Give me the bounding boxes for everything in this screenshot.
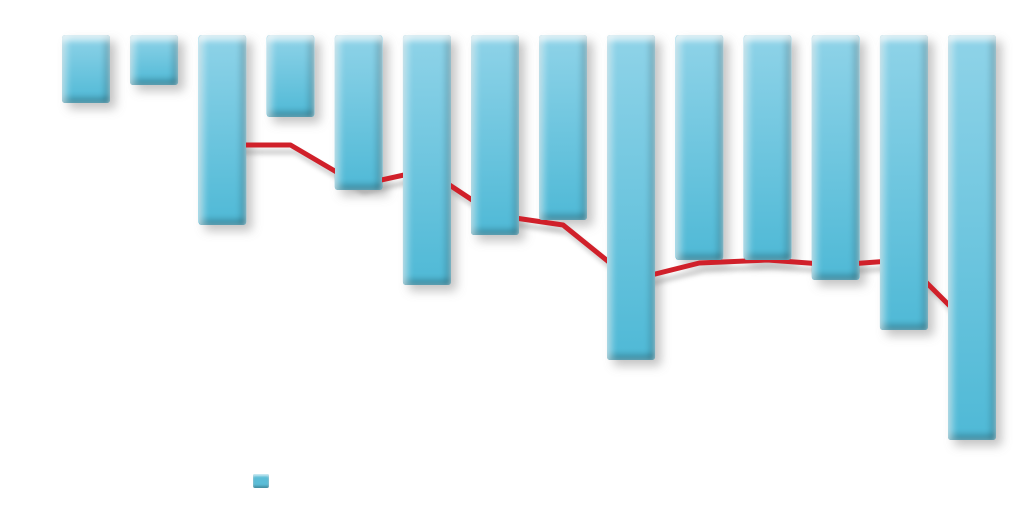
bar [130, 35, 178, 85]
bar [948, 35, 996, 440]
legend-swatch [253, 474, 269, 488]
bar [62, 35, 110, 103]
bar [403, 35, 451, 285]
bar [744, 35, 792, 260]
bar [607, 35, 655, 360]
bar [335, 35, 383, 190]
bar [267, 35, 315, 117]
bar [812, 35, 860, 280]
bar [539, 35, 587, 220]
bar [880, 35, 928, 330]
bar [471, 35, 519, 235]
bar [199, 35, 247, 225]
bar [676, 35, 724, 260]
combo-chart [0, 0, 1024, 529]
